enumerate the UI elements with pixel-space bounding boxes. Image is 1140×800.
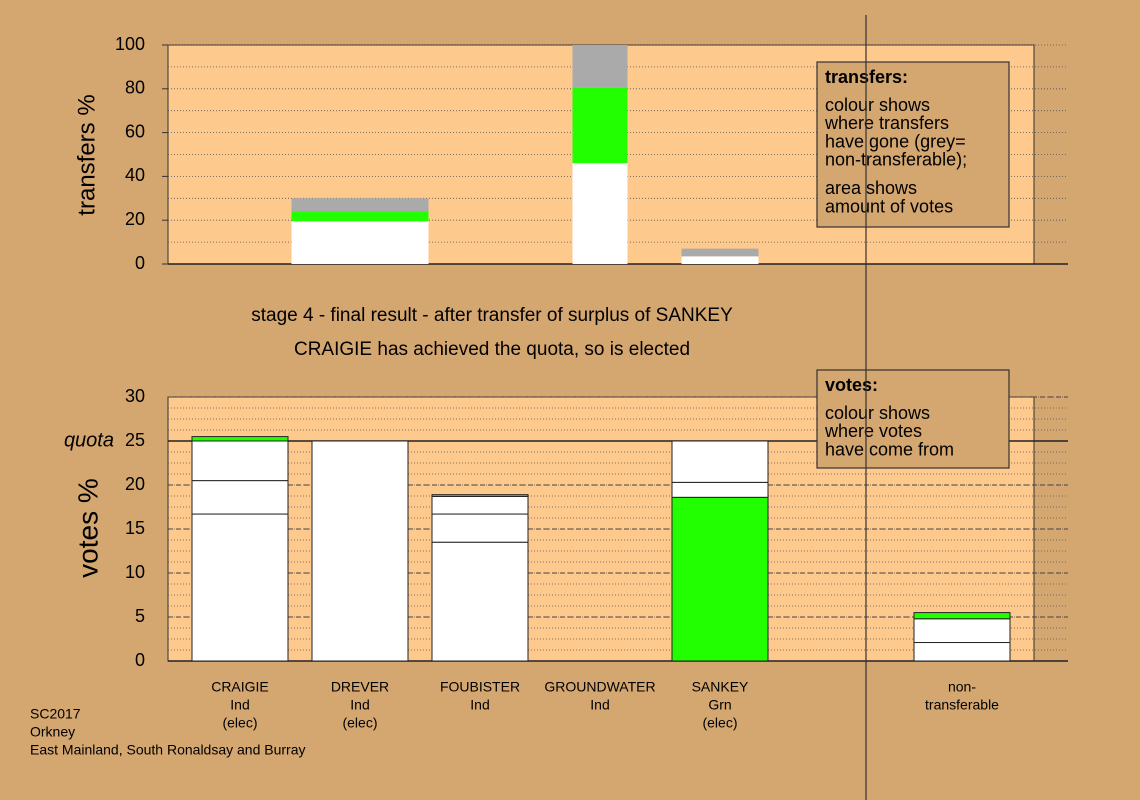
info-box-text: where transfers [824,113,949,133]
bar-segment [681,248,759,257]
bar-segment [572,87,628,164]
y-tick-label: 25 [125,430,145,450]
x-tick-label: GROUNDWATER [544,679,655,695]
y-tick-label: 20 [125,209,145,229]
bar-segment [671,440,769,483]
bar-segment [913,642,1011,662]
bar-segment [291,211,429,222]
bar-segment [681,256,759,264]
x-tick-label: (elec) [222,715,257,731]
y-tick-label: 0 [135,650,145,670]
x-tick-label: Grn [708,697,731,713]
info-box-text: colour shows [825,95,930,115]
bar-segment [191,513,289,662]
info-box-text: colour shows [825,403,930,423]
info-box-text: area shows [825,178,917,198]
bar-segment [671,496,769,662]
bar-segment [671,481,769,498]
y-axis-label: transfers % [73,94,100,215]
x-tick-label: (elec) [702,715,737,731]
y-tick-label: 40 [125,165,145,185]
y-tick-label: 20 [125,474,145,494]
bar-segment [431,541,529,662]
bar-segment [191,480,289,515]
bar-segment [191,436,289,442]
bar-segment [291,198,429,212]
info-box-text: have come from [825,439,954,459]
info-box-text: where votes [824,421,922,441]
chart-title: stage 4 - final result - after transfer … [251,305,733,326]
x-tick-label: DREVER [331,679,389,695]
quota-label: quota [64,429,114,451]
x-tick-label: transferable [925,697,999,713]
bar-segment [431,494,529,497]
info-box-title: votes: [825,375,878,395]
y-tick-label: 10 [125,562,145,582]
x-tick-label: Ind [350,697,369,713]
bar-segment [431,513,529,543]
footer-text: Orkney [30,724,75,740]
y-tick-label: 30 [125,386,145,406]
x-tick-label: SANKEY [692,679,749,695]
chart-title: CRAIGIE has achieved the quota, so is el… [294,339,690,360]
bar-segment [431,495,529,515]
x-tick-label: non- [948,679,976,695]
x-tick-label: CRAIGIE [211,679,269,695]
bar-segment [913,612,1011,620]
bar-segment [572,45,628,88]
info-box [816,369,1010,469]
y-tick-label: 100 [115,34,145,54]
footer-text: SC2017 [30,706,81,722]
x-tick-label: (elec) [342,715,377,731]
y-axis-label: votes % [72,478,103,578]
info-box [816,61,1010,228]
y-tick-label: 80 [125,78,145,98]
y-tick-label: 60 [125,121,145,141]
bar-segment [572,163,628,264]
bar-segment [311,440,409,662]
info-box-text: amount of votes [825,196,953,216]
y-tick-label: 0 [135,253,145,273]
bar-segment [191,440,289,482]
footer-text: East Mainland, South Ronaldsay and Burra… [30,742,306,758]
bar-segment [913,618,1011,644]
x-tick-label: FOUBISTER [440,679,520,695]
info-box-text: have gone (grey= [825,131,966,151]
x-tick-label: Ind [470,697,489,713]
x-tick-label: Ind [590,697,609,713]
x-tick-label: Ind [230,697,249,713]
y-tick-label: 5 [135,606,145,626]
y-tick-label: 15 [125,518,145,538]
bar-segment [291,221,429,264]
info-box-text: non-transferable); [825,150,967,170]
